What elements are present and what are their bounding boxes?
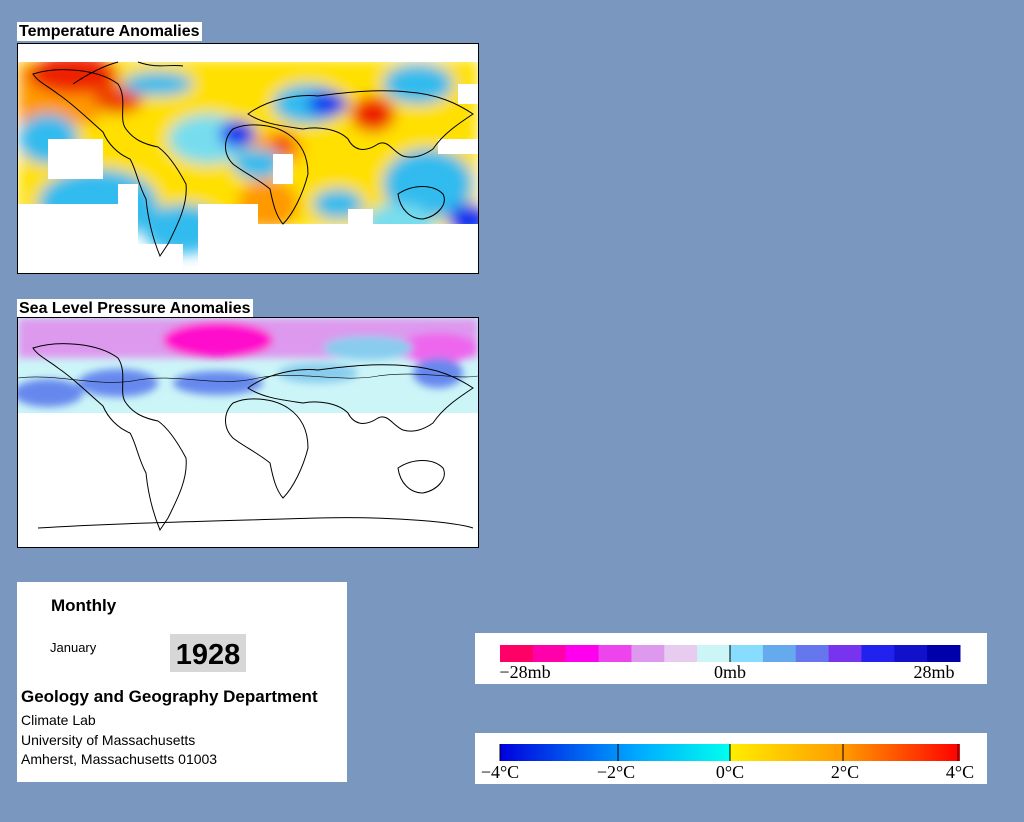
year-display: 1928 (170, 634, 246, 672)
address: Amherst, Massachusetts 01003 (21, 751, 218, 767)
month-label: January (50, 640, 97, 655)
pressure-swatch (631, 645, 665, 662)
pressure-swatch (730, 645, 764, 662)
pressure-swatch (500, 645, 534, 662)
pressure-swatch (532, 645, 567, 662)
pressure-coastlines (18, 343, 478, 532)
temp-label-plus2: 2°C (831, 762, 859, 782)
pressure-swatch (697, 645, 731, 662)
temperature-legend: −4°C −2°C 0°C 2°C 4°C (475, 733, 987, 784)
pressure-field (18, 318, 478, 413)
pressure-color-scale (500, 645, 961, 662)
temp-label-minus4: −4°C (481, 762, 519, 782)
period-label: Monthly (51, 596, 117, 615)
pressure-anomaly-map (17, 317, 479, 548)
pressure-legend: −28mb 0mb 28mb (475, 633, 987, 684)
pressure-swatch (598, 645, 632, 662)
pressure-swatch (861, 645, 895, 662)
pressure-zero-label: 0mb (714, 662, 746, 682)
pressure-title: Sea Level Pressure Anomalies (17, 299, 253, 318)
pressure-swatch (894, 645, 928, 662)
temperature-anomaly-map (17, 43, 479, 274)
info-panel: Monthly January 1928 Geology and Geograp… (17, 582, 347, 782)
pressure-max-label: 28mb (913, 662, 954, 682)
pressure-swatch (762, 645, 797, 662)
department-name: Geology and Geography Department (21, 687, 318, 706)
pressure-swatch (565, 645, 600, 662)
pressure-swatch (828, 645, 862, 662)
temp-label-zero: 0°C (716, 762, 744, 782)
pressure-swatch (795, 645, 830, 662)
temp-label-minus2: −2°C (597, 762, 635, 782)
university-name: University of Massachusetts (21, 732, 196, 748)
temp-label-plus4: 4°C (946, 762, 974, 782)
pressure-swatch (927, 645, 961, 662)
missing-data-mask (18, 44, 478, 273)
pressure-min-label: −28mb (499, 662, 550, 682)
pressure-swatch (664, 645, 698, 662)
coastlines (32, 61, 474, 258)
temperature-title: Temperature Anomalies (17, 22, 202, 41)
lab-name: Climate Lab (21, 712, 96, 728)
